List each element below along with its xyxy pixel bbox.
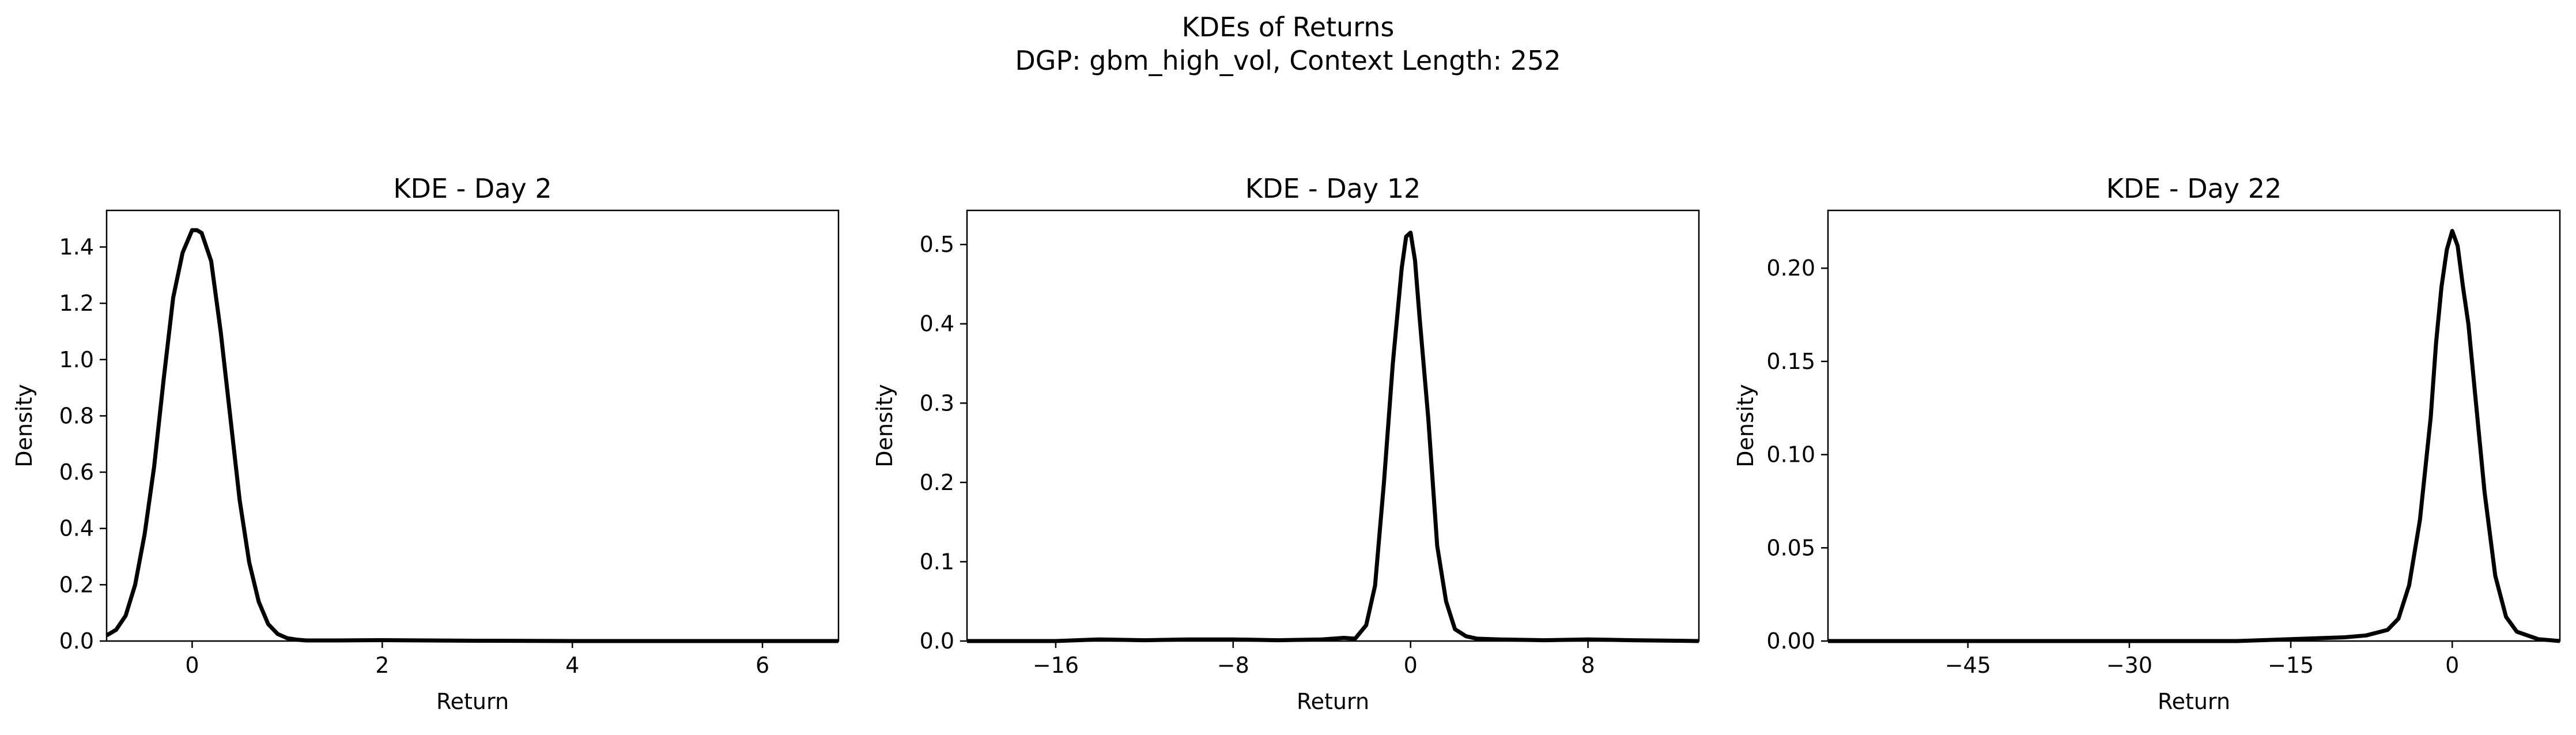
chart-1-x-tick-label: 6 xyxy=(756,653,769,678)
chart-1-axes-frame xyxy=(105,209,840,642)
chart-2-y-axis-label: Density xyxy=(872,384,897,467)
chart-3-axes-frame xyxy=(1827,209,2561,642)
chart-1-y-tick-label: 0.8 xyxy=(59,403,94,428)
chart-1-x-tick-label: 4 xyxy=(565,653,579,678)
chart-3-y-tick-label: 0.10 xyxy=(1766,442,1815,468)
chart-1-y-tick-label: 1.2 xyxy=(59,291,94,316)
chart-3-x-tick-label: 0 xyxy=(2445,653,2459,678)
chart-1-y-tick-label: 1.0 xyxy=(59,347,94,372)
chart-2-y-tick-label: 0.5 xyxy=(920,232,954,257)
chart-2-axes-frame xyxy=(966,209,1700,642)
chart-1-y-axis-label: Density xyxy=(12,384,37,467)
chart-2-y-tick-label: 0.1 xyxy=(920,549,954,574)
chart-1-y-tick-label: 0.4 xyxy=(59,516,94,541)
chart-3-y-axis-label: Density xyxy=(1733,384,1758,467)
chart-2-density-line-1 xyxy=(967,231,1699,643)
chart-1-y-tick-label: 0.2 xyxy=(59,572,94,597)
chart-2-y-tick-label: 0.2 xyxy=(920,470,954,495)
chart-2-x-tick-label: −8 xyxy=(1217,653,1249,678)
chart-3-x-tick-label: −15 xyxy=(2268,653,2314,678)
chart-3-density-line-1 xyxy=(1828,229,2560,643)
chart-1-x-tick-label: 0 xyxy=(185,653,199,678)
chart-3-x-axis-label: Return xyxy=(2158,689,2230,714)
chart-3-y-tick-label: 0.00 xyxy=(1766,628,1815,654)
chart-2-x-tick-label: −16 xyxy=(1033,653,1079,678)
chart-3-group: KDE - Day 22 −45 −30 −15 0 0.00 0.05 0.10 0.15 0.… xyxy=(1733,173,2561,714)
chart-1-y-tick-label: 0.0 xyxy=(59,628,94,654)
figure-title: KDEs of Returns DGP: gbm_high_vol, Conte… xyxy=(0,10,2576,77)
chart-2-group: KDE - Day 12 −16 −8 0 8 0.0 0.1 0.2 0.3 0.4 0.5 Ret… xyxy=(872,173,1700,714)
chart-2-x-tick-label: 0 xyxy=(1404,653,1418,678)
chart-2-y-tick-label: 0.3 xyxy=(920,390,954,416)
chart-2-y-tick-label: 0.4 xyxy=(920,311,954,337)
chart-3-x-tick-label: −45 xyxy=(1945,653,1991,678)
chart-1-y-tick-label: 1.4 xyxy=(59,234,94,259)
chart-1-x-axis-label: Return xyxy=(436,689,509,714)
chart-3-y-tick-label: 0.05 xyxy=(1766,535,1815,560)
chart-2-x-axis-label: Return xyxy=(1297,689,1369,714)
chart-3-y-tick-label: 0.20 xyxy=(1766,255,1815,281)
figure-title-line1: KDEs of Returns xyxy=(1181,12,1395,43)
chart-2-x-tick-label: 8 xyxy=(1581,653,1595,678)
chart-1-x-tick-label: 2 xyxy=(375,653,389,678)
chart-1-y-tick-label: 0.6 xyxy=(59,459,94,485)
chart-3-x-tick-label: −30 xyxy=(2106,653,2152,678)
chart-3-title: KDE - Day 22 xyxy=(2106,173,2282,204)
chart-1-density-line-1 xyxy=(105,228,838,643)
chart-1-title: KDE - Day 2 xyxy=(393,173,552,204)
chart-1-group: KDE - Day 2 0 2 4 6 0.0 0.2 0.4 0.6 0.8 1.0 1.2 1.4 R… xyxy=(12,173,840,714)
chart-3-y-tick-label: 0.15 xyxy=(1766,349,1815,374)
figure-subtitle: DGP: gbm_high_vol, Context Length: 252 xyxy=(1015,45,1561,76)
chart-2-title: KDE - Day 12 xyxy=(1245,173,1421,204)
chart-2-y-tick-label: 0.0 xyxy=(920,628,954,654)
